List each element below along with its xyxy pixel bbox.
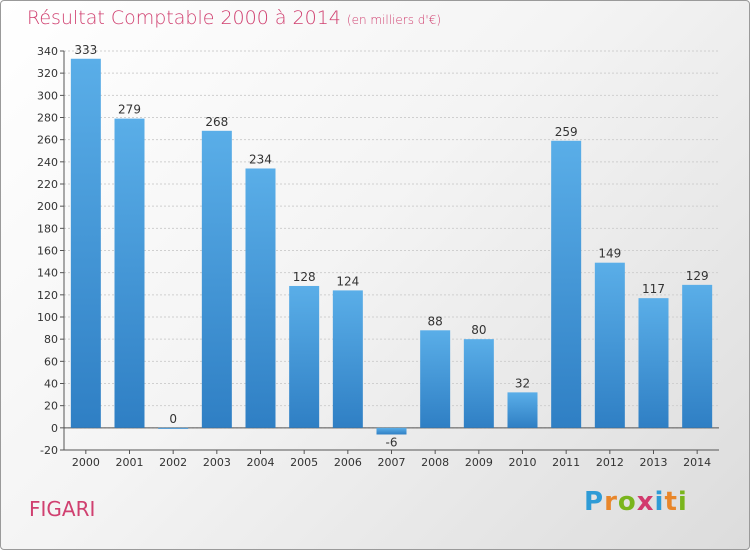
logo-letter: r (604, 487, 618, 517)
bar-2012 (594, 262, 625, 428)
value-label: 129 (686, 269, 709, 283)
logo-letter: P (584, 487, 605, 517)
y-tick-label: 180 (37, 222, 58, 235)
value-label: 80 (471, 323, 486, 337)
value-label: 234 (249, 152, 272, 166)
value-label: 124 (336, 274, 359, 288)
x-tick-label: 2004 (247, 456, 275, 469)
value-label: 333 (74, 43, 97, 57)
y-tick-label: 200 (37, 200, 58, 213)
x-tick-label: 2009 (465, 456, 493, 469)
y-tick-label: 300 (37, 89, 58, 102)
value-label: 279 (118, 103, 141, 117)
x-tick-label: 2001 (116, 456, 144, 469)
bar-2008 (420, 330, 451, 428)
y-tick-label: 60 (44, 355, 58, 368)
logo-letter: o (617, 487, 637, 517)
y-tick-label: 160 (37, 245, 58, 258)
bar-2000 (70, 58, 101, 428)
value-label: 259 (555, 125, 578, 139)
x-tick-label: 2008 (421, 456, 449, 469)
bar-2011 (551, 140, 582, 428)
logo-letter: t (664, 487, 678, 517)
x-tick-label: 2003 (203, 456, 231, 469)
bar-2003 (201, 130, 232, 428)
bar-2004 (245, 168, 276, 428)
logo-letter: i (654, 487, 665, 517)
value-label: 32 (515, 376, 530, 390)
bar-2007 (376, 427, 407, 435)
x-tick-label: 2011 (552, 456, 580, 469)
y-tick-label: 80 (44, 333, 58, 346)
chart-subtitle: (en milliers d'€) (346, 13, 442, 27)
chart-title: Résultat Comptable 2000 à 2014 (en millie… (27, 7, 441, 29)
y-tick-label: 0 (51, 422, 58, 435)
x-tick-label: 2005 (290, 456, 318, 469)
y-tick-label: 220 (37, 178, 58, 191)
value-label: 117 (642, 282, 665, 296)
bar-2009 (463, 339, 494, 428)
value-label: -6 (386, 435, 398, 449)
y-tick-label: 280 (37, 112, 58, 125)
value-label: 128 (293, 270, 316, 284)
value-label: 149 (598, 247, 621, 261)
y-tick-label: 320 (37, 67, 58, 80)
bar-2005 (289, 285, 320, 428)
bar-2013 (638, 298, 669, 428)
y-tick-label: 20 (44, 400, 58, 413)
x-tick-label: 2012 (596, 456, 624, 469)
y-tick-label: -20 (40, 444, 58, 457)
logo-letter: x (636, 487, 655, 517)
x-tick-label: 2006 (334, 456, 362, 469)
y-tick-label: 140 (37, 267, 58, 280)
bar-2001 (114, 118, 145, 428)
logo-letter: i (677, 487, 688, 517)
proxiti-logo: Proxiti (584, 487, 688, 517)
chart-title-text: Résultat Comptable 2000 à 2014 (27, 7, 341, 29)
x-tick-label: 2014 (683, 456, 711, 469)
bar-2010 (507, 392, 538, 428)
bar-2002 (158, 427, 189, 429)
y-tick-label: 240 (37, 156, 58, 169)
x-tick-label: 2002 (159, 456, 187, 469)
x-tick-label: 2010 (509, 456, 537, 469)
commune-name: FIGARI (29, 497, 96, 521)
value-label: 0 (169, 412, 177, 426)
x-tick-label: 2000 (72, 456, 100, 469)
y-tick-label: 340 (37, 45, 58, 58)
value-label: 268 (205, 115, 228, 129)
y-tick-label: 120 (37, 289, 58, 302)
y-tick-label: 100 (37, 311, 58, 324)
bar-2014 (682, 284, 713, 428)
y-tick-label: 260 (37, 134, 58, 147)
value-label: 88 (428, 314, 443, 328)
bar-2006 (332, 290, 363, 428)
y-tick-label: 40 (44, 378, 58, 391)
x-tick-label: 2013 (640, 456, 668, 469)
x-tick-label: 2007 (378, 456, 406, 469)
